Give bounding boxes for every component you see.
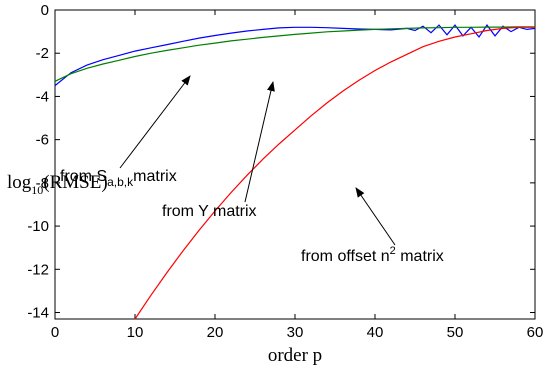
axis-ticks xyxy=(54,9,536,319)
arrow-from-y-matrix xyxy=(244,81,275,203)
series-group xyxy=(54,24,536,320)
series-line-red xyxy=(134,26,535,320)
y-tick-label: 0 xyxy=(41,2,49,19)
x-tick-label: 10 xyxy=(127,324,144,341)
x-tick-label: 20 xyxy=(207,324,224,341)
y-tick-label: -10 xyxy=(27,218,49,235)
x-axis-label: order p xyxy=(268,345,322,366)
series-line-blue xyxy=(54,24,536,87)
arrow-from-s-matrix xyxy=(119,75,191,169)
annotation-from-s-matrix: from Sa,b,kmatrix xyxy=(60,168,177,189)
plot-area xyxy=(54,9,536,320)
tick-labels: 0 10 20 30 40 50 60 0 -2 -4 -6 -8 -10 -12 -14 xyxy=(27,2,543,341)
annotation-from-offset-matrix: from offset n2 matrix xyxy=(301,245,444,265)
x-tick-label: 60 xyxy=(527,324,544,341)
x-tick-label: 30 xyxy=(287,324,304,341)
x-tick-label: 0 xyxy=(51,324,59,341)
arrow-from-offset-matrix xyxy=(355,187,396,246)
y-axis-label-rest: (RMSE) xyxy=(43,172,107,193)
y-axis-label-main: log xyxy=(7,172,32,193)
y-tick-label: -6 xyxy=(36,132,49,149)
annotation-from-y-matrix: from Y matrix xyxy=(162,203,257,220)
y-tick-label: -2 xyxy=(36,45,49,62)
y-tick-label: -14 xyxy=(27,305,49,322)
y-axis-label: log10(RMSE) xyxy=(7,172,108,197)
y-tick-label: -8 xyxy=(36,175,49,192)
y-axis-label-sub: 10 xyxy=(31,183,43,197)
y-tick-label: -12 xyxy=(27,261,49,278)
series-line-green xyxy=(54,26,535,82)
x-tick-label: 50 xyxy=(447,324,464,341)
x-tick-label: 40 xyxy=(367,324,384,341)
y-tick-label: -4 xyxy=(36,88,49,105)
